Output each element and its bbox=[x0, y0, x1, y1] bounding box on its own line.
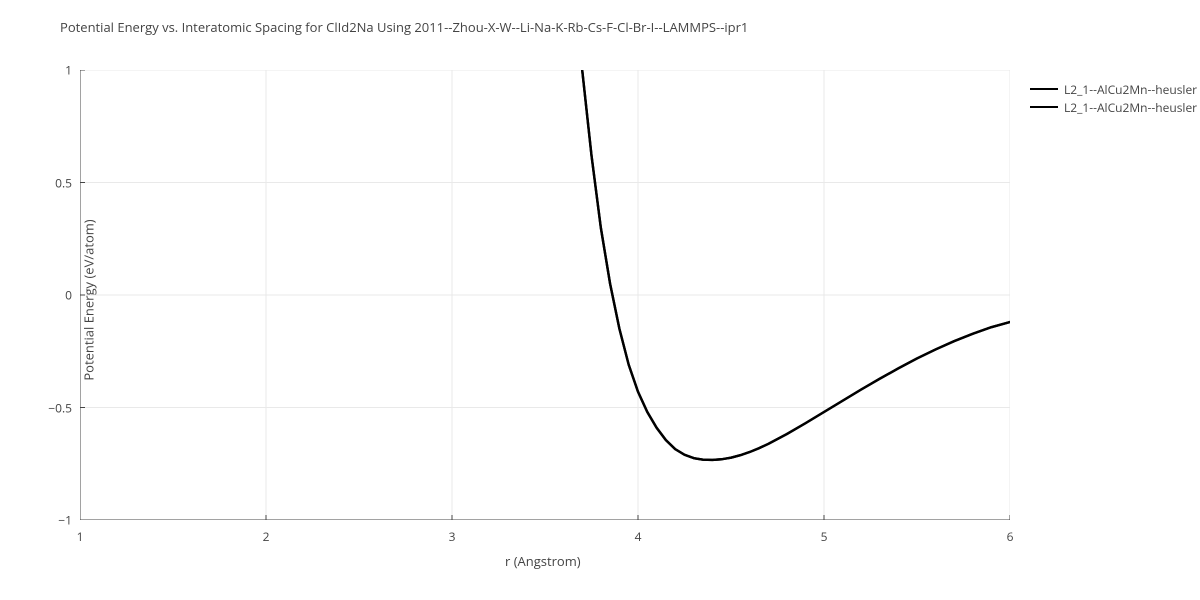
y-tick-label: 0 bbox=[40, 287, 72, 304]
x-tick-label: 4 bbox=[635, 528, 642, 545]
legend[interactable]: L2_1--AlCu2Mn--heuslerL2_1--AlCu2Mn--heu… bbox=[1030, 80, 1197, 116]
chart-title: Potential Energy vs. Interatomic Spacing… bbox=[60, 18, 748, 36]
series-line[interactable] bbox=[564, 70, 1010, 460]
plot-area[interactable] bbox=[80, 70, 1010, 520]
legend-label: L2_1--AlCu2Mn--heusler bbox=[1064, 81, 1197, 98]
legend-swatch bbox=[1030, 88, 1058, 90]
x-tick-label: 1 bbox=[77, 528, 84, 545]
x-tick-label: 2 bbox=[263, 528, 270, 545]
y-tick-label: 1 bbox=[40, 62, 72, 79]
x-tick-label: 3 bbox=[449, 528, 456, 545]
legend-item[interactable]: L2_1--AlCu2Mn--heusler bbox=[1030, 98, 1197, 116]
plot-svg bbox=[80, 70, 1010, 520]
y-tick-label: −0.5 bbox=[40, 399, 72, 416]
x-axis-label: r (Angstrom) bbox=[505, 552, 581, 570]
legend-swatch bbox=[1030, 106, 1058, 108]
y-tick-label: −1 bbox=[40, 512, 72, 529]
x-tick-label: 5 bbox=[821, 528, 828, 545]
series-line[interactable] bbox=[564, 70, 1010, 460]
chart-container: Potential Energy vs. Interatomic Spacing… bbox=[0, 0, 1200, 600]
x-tick-label: 6 bbox=[1007, 528, 1014, 545]
legend-label: L2_1--AlCu2Mn--heusler bbox=[1064, 99, 1197, 116]
y-tick-label: 0.5 bbox=[40, 174, 72, 191]
legend-item[interactable]: L2_1--AlCu2Mn--heusler bbox=[1030, 80, 1197, 98]
